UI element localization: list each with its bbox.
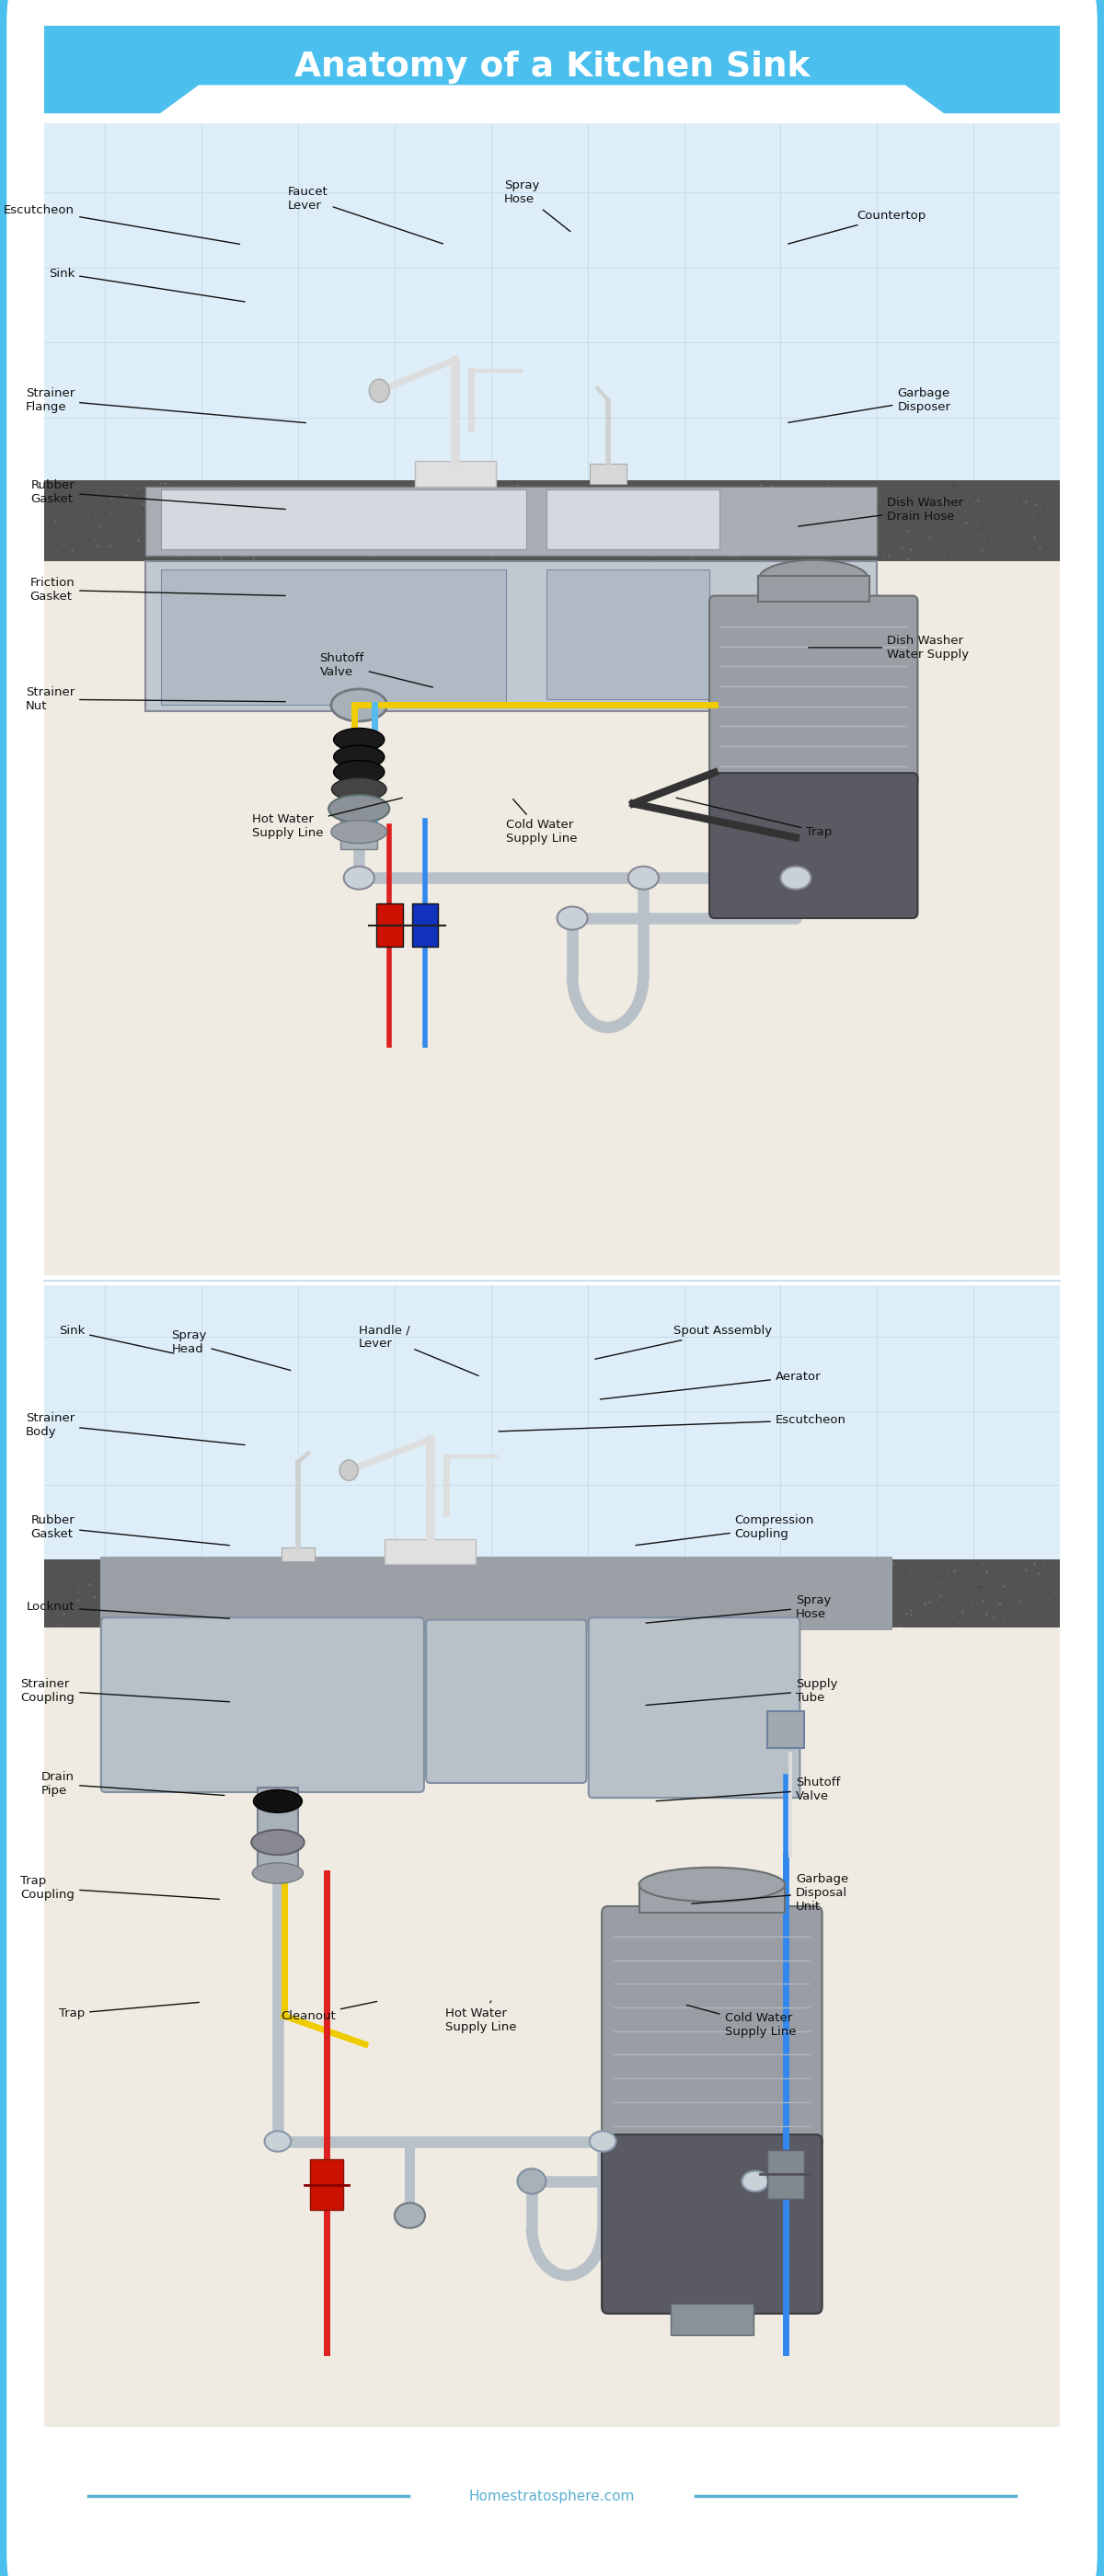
Text: Strainer
Coupling: Strainer Coupling bbox=[21, 1677, 230, 1703]
Text: Trap: Trap bbox=[59, 2002, 199, 2020]
Text: Supply
Tube: Supply Tube bbox=[646, 1677, 838, 1705]
Bar bbox=[44, 482, 1060, 562]
Bar bbox=[100, 1556, 892, 1631]
Text: Spray
Hose: Spray Hose bbox=[503, 180, 571, 232]
Bar bbox=[546, 489, 720, 549]
Bar bbox=[341, 762, 378, 850]
Bar bbox=[44, 1285, 1060, 1605]
Circle shape bbox=[369, 379, 390, 402]
Bar bbox=[758, 577, 869, 603]
Bar bbox=[670, 2303, 754, 2336]
Bar bbox=[412, 904, 438, 948]
Ellipse shape bbox=[628, 866, 659, 889]
Bar bbox=[310, 2159, 342, 2210]
Ellipse shape bbox=[760, 559, 868, 598]
Bar bbox=[546, 569, 710, 698]
Ellipse shape bbox=[518, 2169, 545, 2195]
Ellipse shape bbox=[254, 1790, 302, 1814]
Bar bbox=[767, 2151, 804, 2197]
Ellipse shape bbox=[590, 2130, 616, 2151]
Text: Anatomy of a Kitchen Sink: Anatomy of a Kitchen Sink bbox=[295, 52, 809, 82]
Text: Escutcheon: Escutcheon bbox=[499, 1414, 847, 1432]
FancyBboxPatch shape bbox=[710, 773, 917, 917]
Ellipse shape bbox=[265, 2130, 291, 2151]
Text: Strainer
Flange: Strainer Flange bbox=[25, 386, 306, 422]
Text: Rubber
Gasket: Rubber Gasket bbox=[31, 1515, 230, 1546]
Ellipse shape bbox=[781, 866, 811, 889]
Text: Garbage
Disposer: Garbage Disposer bbox=[788, 386, 951, 422]
Ellipse shape bbox=[343, 866, 374, 889]
Ellipse shape bbox=[331, 778, 386, 801]
Text: Strainer
Nut: Strainer Nut bbox=[25, 685, 285, 711]
Polygon shape bbox=[44, 26, 1060, 113]
Text: Aerator: Aerator bbox=[601, 1370, 821, 1399]
Bar bbox=[590, 464, 626, 484]
Ellipse shape bbox=[331, 819, 388, 842]
Text: Spray
Hose: Spray Hose bbox=[646, 1595, 831, 1623]
FancyBboxPatch shape bbox=[102, 1618, 424, 1793]
Text: Trap
Coupling: Trap Coupling bbox=[21, 1875, 220, 1901]
Bar bbox=[639, 1886, 785, 1914]
FancyBboxPatch shape bbox=[602, 1906, 822, 2148]
Bar bbox=[44, 1605, 1060, 2427]
Text: Countertop: Countertop bbox=[788, 209, 926, 245]
Ellipse shape bbox=[333, 744, 384, 768]
FancyBboxPatch shape bbox=[588, 1618, 799, 1798]
FancyBboxPatch shape bbox=[602, 2136, 822, 2313]
Ellipse shape bbox=[333, 760, 384, 783]
Text: Spray
Head: Spray Head bbox=[171, 1329, 290, 1370]
Bar bbox=[767, 1710, 804, 1747]
Text: Spout Assembly: Spout Assembly bbox=[595, 1324, 773, 1360]
Bar bbox=[415, 461, 496, 487]
Bar bbox=[161, 569, 507, 706]
Bar bbox=[376, 904, 403, 948]
Text: Faucet
Lever: Faucet Lever bbox=[288, 185, 443, 245]
Ellipse shape bbox=[329, 796, 390, 822]
Text: Hot Water
Supply Line: Hot Water Supply Line bbox=[253, 799, 402, 840]
Text: Homestratosphere.com: Homestratosphere.com bbox=[469, 2488, 635, 2504]
Bar bbox=[146, 487, 877, 556]
Text: Friction
Gasket: Friction Gasket bbox=[30, 577, 285, 603]
Text: Locknut: Locknut bbox=[26, 1602, 230, 1618]
Text: Cold Water
Supply Line: Cold Water Supply Line bbox=[507, 799, 577, 845]
Text: Shutoff
Valve: Shutoff Valve bbox=[656, 1777, 840, 1803]
FancyBboxPatch shape bbox=[426, 1620, 586, 1783]
Bar bbox=[282, 1548, 315, 1561]
Text: Strainer
Body: Strainer Body bbox=[25, 1412, 245, 1445]
Circle shape bbox=[340, 1461, 358, 1481]
Ellipse shape bbox=[558, 907, 587, 930]
Bar bbox=[384, 1538, 476, 1564]
Text: Drain
Pipe: Drain Pipe bbox=[42, 1772, 224, 1798]
Ellipse shape bbox=[394, 2202, 425, 2228]
Text: Dish Washer
Water Supply: Dish Washer Water Supply bbox=[808, 634, 969, 659]
Text: Escutcheon: Escutcheon bbox=[3, 204, 240, 245]
Text: Sink: Sink bbox=[49, 268, 245, 301]
Bar bbox=[44, 1558, 1060, 1628]
Ellipse shape bbox=[742, 2172, 768, 2192]
Ellipse shape bbox=[331, 688, 388, 721]
Bar bbox=[44, 124, 1060, 562]
Text: Compression
Coupling: Compression Coupling bbox=[636, 1515, 815, 1546]
Text: Dish Washer
Drain Hose: Dish Washer Drain Hose bbox=[798, 497, 964, 526]
Ellipse shape bbox=[252, 1829, 305, 1855]
Text: Rubber
Gasket: Rubber Gasket bbox=[31, 479, 285, 510]
Ellipse shape bbox=[639, 1868, 785, 1901]
Text: Sink: Sink bbox=[59, 1324, 173, 1352]
Text: Handle /
Lever: Handle / Lever bbox=[359, 1324, 478, 1376]
Bar bbox=[44, 562, 1060, 1275]
Text: Shutoff
Valve: Shutoff Valve bbox=[320, 652, 433, 688]
Text: Cold Water
Supply Line: Cold Water Supply Line bbox=[687, 2004, 796, 2038]
Text: Trap: Trap bbox=[677, 799, 832, 837]
Text: Hot Water
Supply Line: Hot Water Supply Line bbox=[445, 2002, 517, 2032]
Ellipse shape bbox=[333, 729, 384, 752]
Bar bbox=[161, 489, 527, 549]
Bar bbox=[257, 1788, 298, 1873]
Text: Garbage
Disposal
Unit: Garbage Disposal Unit bbox=[692, 1873, 849, 1911]
Bar bbox=[146, 562, 877, 711]
FancyBboxPatch shape bbox=[710, 595, 917, 788]
Ellipse shape bbox=[253, 1862, 304, 1883]
Text: Cleanout: Cleanout bbox=[280, 2002, 376, 2022]
